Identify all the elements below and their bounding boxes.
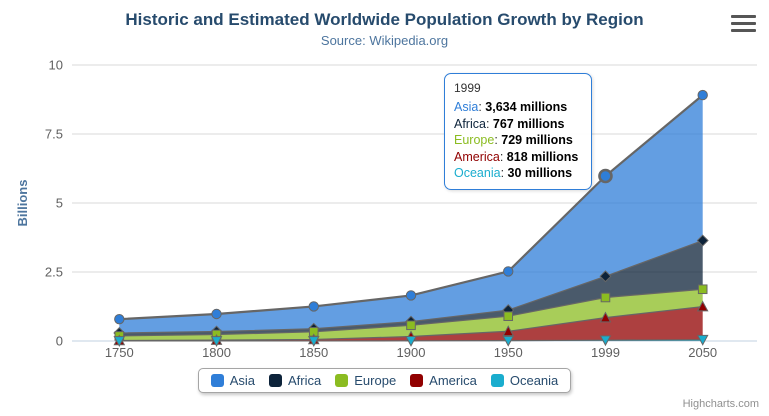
tooltip-row: Asia: 3,634 millions bbox=[454, 99, 582, 116]
chart-subtitle: Source: Wikipedia.org bbox=[320, 33, 449, 48]
marker-asia-2050[interactable] bbox=[697, 89, 708, 101]
legend-item-label: America bbox=[429, 373, 477, 388]
separator: : bbox=[499, 149, 507, 164]
marker-asia-1950[interactable] bbox=[503, 266, 514, 277]
export-menu-button[interactable] bbox=[731, 15, 756, 32]
marker-oceania-2050[interactable] bbox=[696, 334, 709, 346]
y-axis-label: 5 bbox=[56, 196, 63, 211]
series-name: Europe bbox=[454, 133, 495, 147]
legend-box: Asia Africa Europe America Oceania bbox=[197, 368, 572, 393]
y-axis-label: 7.5 bbox=[45, 127, 63, 142]
series-value: 767 millions bbox=[492, 116, 565, 131]
series-area-america[interactable] bbox=[119, 306, 703, 341]
marker-oceania-1999[interactable] bbox=[599, 335, 612, 347]
series-area-asia[interactable] bbox=[119, 95, 703, 334]
chart-title: Historic and Estimated Worldwide Populat… bbox=[125, 10, 644, 29]
legend: Asia Africa Europe America Oceania bbox=[0, 368, 769, 393]
tooltip-row: America: 818 millions bbox=[454, 149, 582, 166]
y-axis-label: 2.5 bbox=[45, 265, 63, 280]
marker-oceania-1950[interactable] bbox=[502, 335, 515, 347]
marker-africa-1999[interactable] bbox=[599, 270, 612, 283]
legend-item-oceania[interactable]: Oceania bbox=[490, 373, 559, 388]
marker-europe-1950[interactable] bbox=[503, 311, 514, 321]
marker-hovered-asia-1999[interactable] bbox=[598, 168, 613, 184]
legend-swatch bbox=[410, 374, 424, 387]
x-axis-label: 1999 bbox=[591, 345, 620, 360]
y-axis-label: 10 bbox=[49, 58, 63, 73]
legend-item-africa[interactable]: Africa bbox=[269, 373, 321, 388]
legend-item-asia[interactable]: Asia bbox=[210, 373, 256, 388]
x-axis-label: 1750 bbox=[105, 345, 134, 360]
y-axis-title: Billions bbox=[15, 180, 30, 227]
y-axis-label: 0 bbox=[56, 334, 63, 349]
legend-swatch bbox=[210, 374, 224, 387]
tooltip-row: Oceania: 30 millions bbox=[454, 165, 582, 182]
series-name: Oceania bbox=[454, 166, 501, 180]
hamburger-icon bbox=[731, 29, 756, 32]
separator: : bbox=[485, 116, 493, 131]
marker-america-1950[interactable] bbox=[502, 325, 515, 337]
marker-america-1999[interactable] bbox=[599, 311, 612, 323]
marker-africa-2050[interactable] bbox=[696, 234, 709, 247]
x-axis-label: 2050 bbox=[688, 345, 717, 360]
marker-asia-1750[interactable] bbox=[114, 313, 125, 325]
marker-asia-1850[interactable] bbox=[308, 301, 319, 312]
hamburger-icon bbox=[731, 22, 756, 25]
legend-swatch bbox=[335, 374, 349, 387]
marker-europe-2050[interactable] bbox=[697, 284, 708, 295]
series-name: America bbox=[454, 149, 500, 164]
legend-item-label: Asia bbox=[229, 373, 256, 388]
credits-link[interactable]: Highcharts.com bbox=[682, 398, 759, 410]
marker-asia-1900[interactable] bbox=[405, 290, 417, 301]
tooltip-header: 1999 bbox=[454, 81, 481, 95]
x-axis-label: 1850 bbox=[299, 345, 328, 360]
legend-swatch bbox=[490, 374, 504, 387]
x-axis-label: 1800 bbox=[202, 345, 231, 360]
legend-item-europe[interactable]: Europe bbox=[335, 373, 396, 388]
legend-item-label: Africa bbox=[288, 373, 322, 388]
marker-europe-1900[interactable] bbox=[406, 320, 416, 331]
marker-oceania-1750[interactable] bbox=[113, 336, 126, 348]
hamburger-icon bbox=[731, 15, 756, 18]
legend-item-america[interactable]: America bbox=[410, 373, 477, 388]
marker-europe-1999[interactable] bbox=[600, 292, 611, 303]
legend-item-label: Europe bbox=[354, 373, 397, 388]
series-area-africa[interactable] bbox=[119, 240, 703, 336]
x-axis-label: 1900 bbox=[397, 345, 426, 360]
separator: : bbox=[494, 133, 502, 147]
tooltip-row: Africa: 767 millions bbox=[454, 116, 582, 133]
tooltip: 1999 Asia: 3,634 millions Africa: 767 mi… bbox=[444, 73, 592, 190]
separator: : bbox=[500, 166, 508, 180]
series-value: 818 millions bbox=[506, 149, 579, 164]
legend-item-label: Oceania bbox=[509, 373, 559, 388]
marker-oceania-1850[interactable] bbox=[307, 336, 320, 348]
marker-america-2050[interactable] bbox=[696, 300, 709, 312]
series-value: 729 millions bbox=[501, 133, 573, 147]
marker-asia-1800[interactable] bbox=[211, 308, 222, 320]
series-name: Asia bbox=[454, 100, 479, 114]
series-value: 30 millions bbox=[507, 166, 573, 180]
series-name: Africa bbox=[454, 116, 486, 131]
series-value: 3,634 millions bbox=[485, 100, 568, 114]
legend-swatch bbox=[269, 374, 283, 387]
marker-oceania-1900[interactable] bbox=[405, 336, 417, 347]
tooltip-row: Europe: 729 millions bbox=[454, 132, 582, 149]
x-axis-label: 1950 bbox=[494, 345, 523, 360]
separator: : bbox=[478, 100, 486, 114]
marker-oceania-1800[interactable] bbox=[210, 336, 223, 348]
